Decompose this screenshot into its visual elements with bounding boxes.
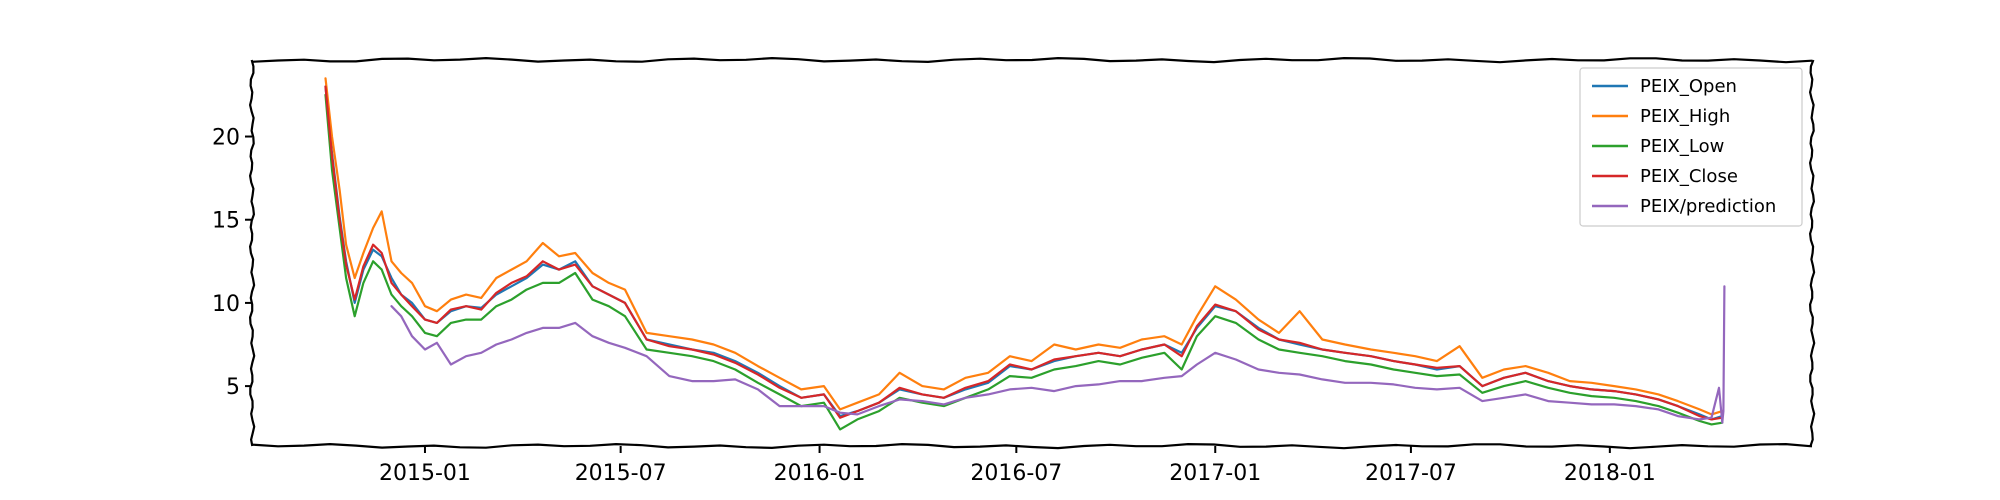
y-tick-label: 10 xyxy=(212,292,240,317)
axes-frame xyxy=(248,56,1816,450)
legend-label-peix-prediction: PEIX/prediction xyxy=(1640,196,1776,217)
legend-box xyxy=(1579,67,1803,227)
x-tick-label: 2015-01 xyxy=(379,461,471,486)
series-line-peix-low xyxy=(324,93,1724,431)
frame-left xyxy=(248,59,256,447)
frame-top xyxy=(251,56,1813,64)
x-tick-label: 2015-07 xyxy=(575,461,667,486)
frame-right xyxy=(1808,59,1816,447)
series-line-peix-close xyxy=(324,85,1724,421)
y-tick-label: 20 xyxy=(212,126,240,151)
legend-label-peix-low: PEIX_Low xyxy=(1640,136,1724,157)
legend-label-peix-open: PEIX_Open xyxy=(1640,76,1737,97)
x-tick-label: 2016-01 xyxy=(774,461,866,486)
series-line-peix-high xyxy=(324,77,1724,416)
x-tick-label: 2016-07 xyxy=(970,461,1062,486)
series-layer xyxy=(324,77,1726,431)
x-axis: 2015-01 2015-07 2016-01 2016-07 2017-01 2017-… xyxy=(379,446,1656,486)
y-tick-label: 5 xyxy=(226,375,240,400)
y-tick-label: 15 xyxy=(212,209,240,234)
legend: PEIX_Open PEIX_High PEIX_Low PEIX_Close PEIX… xyxy=(1579,67,1803,227)
x-tick-label: 2017-01 xyxy=(1169,461,1261,486)
x-tick-label: 2018-01 xyxy=(1564,461,1656,486)
x-tick-label: 2017-07 xyxy=(1365,461,1457,486)
series-line-peix-prediction xyxy=(390,285,1726,424)
legend-label-peix-close: PEIX_Close xyxy=(1640,166,1738,187)
frame-bottom xyxy=(251,442,1813,450)
legend-label-peix-high: PEIX_High xyxy=(1640,106,1730,127)
y-axis: 5 10 15 20 xyxy=(212,126,252,400)
